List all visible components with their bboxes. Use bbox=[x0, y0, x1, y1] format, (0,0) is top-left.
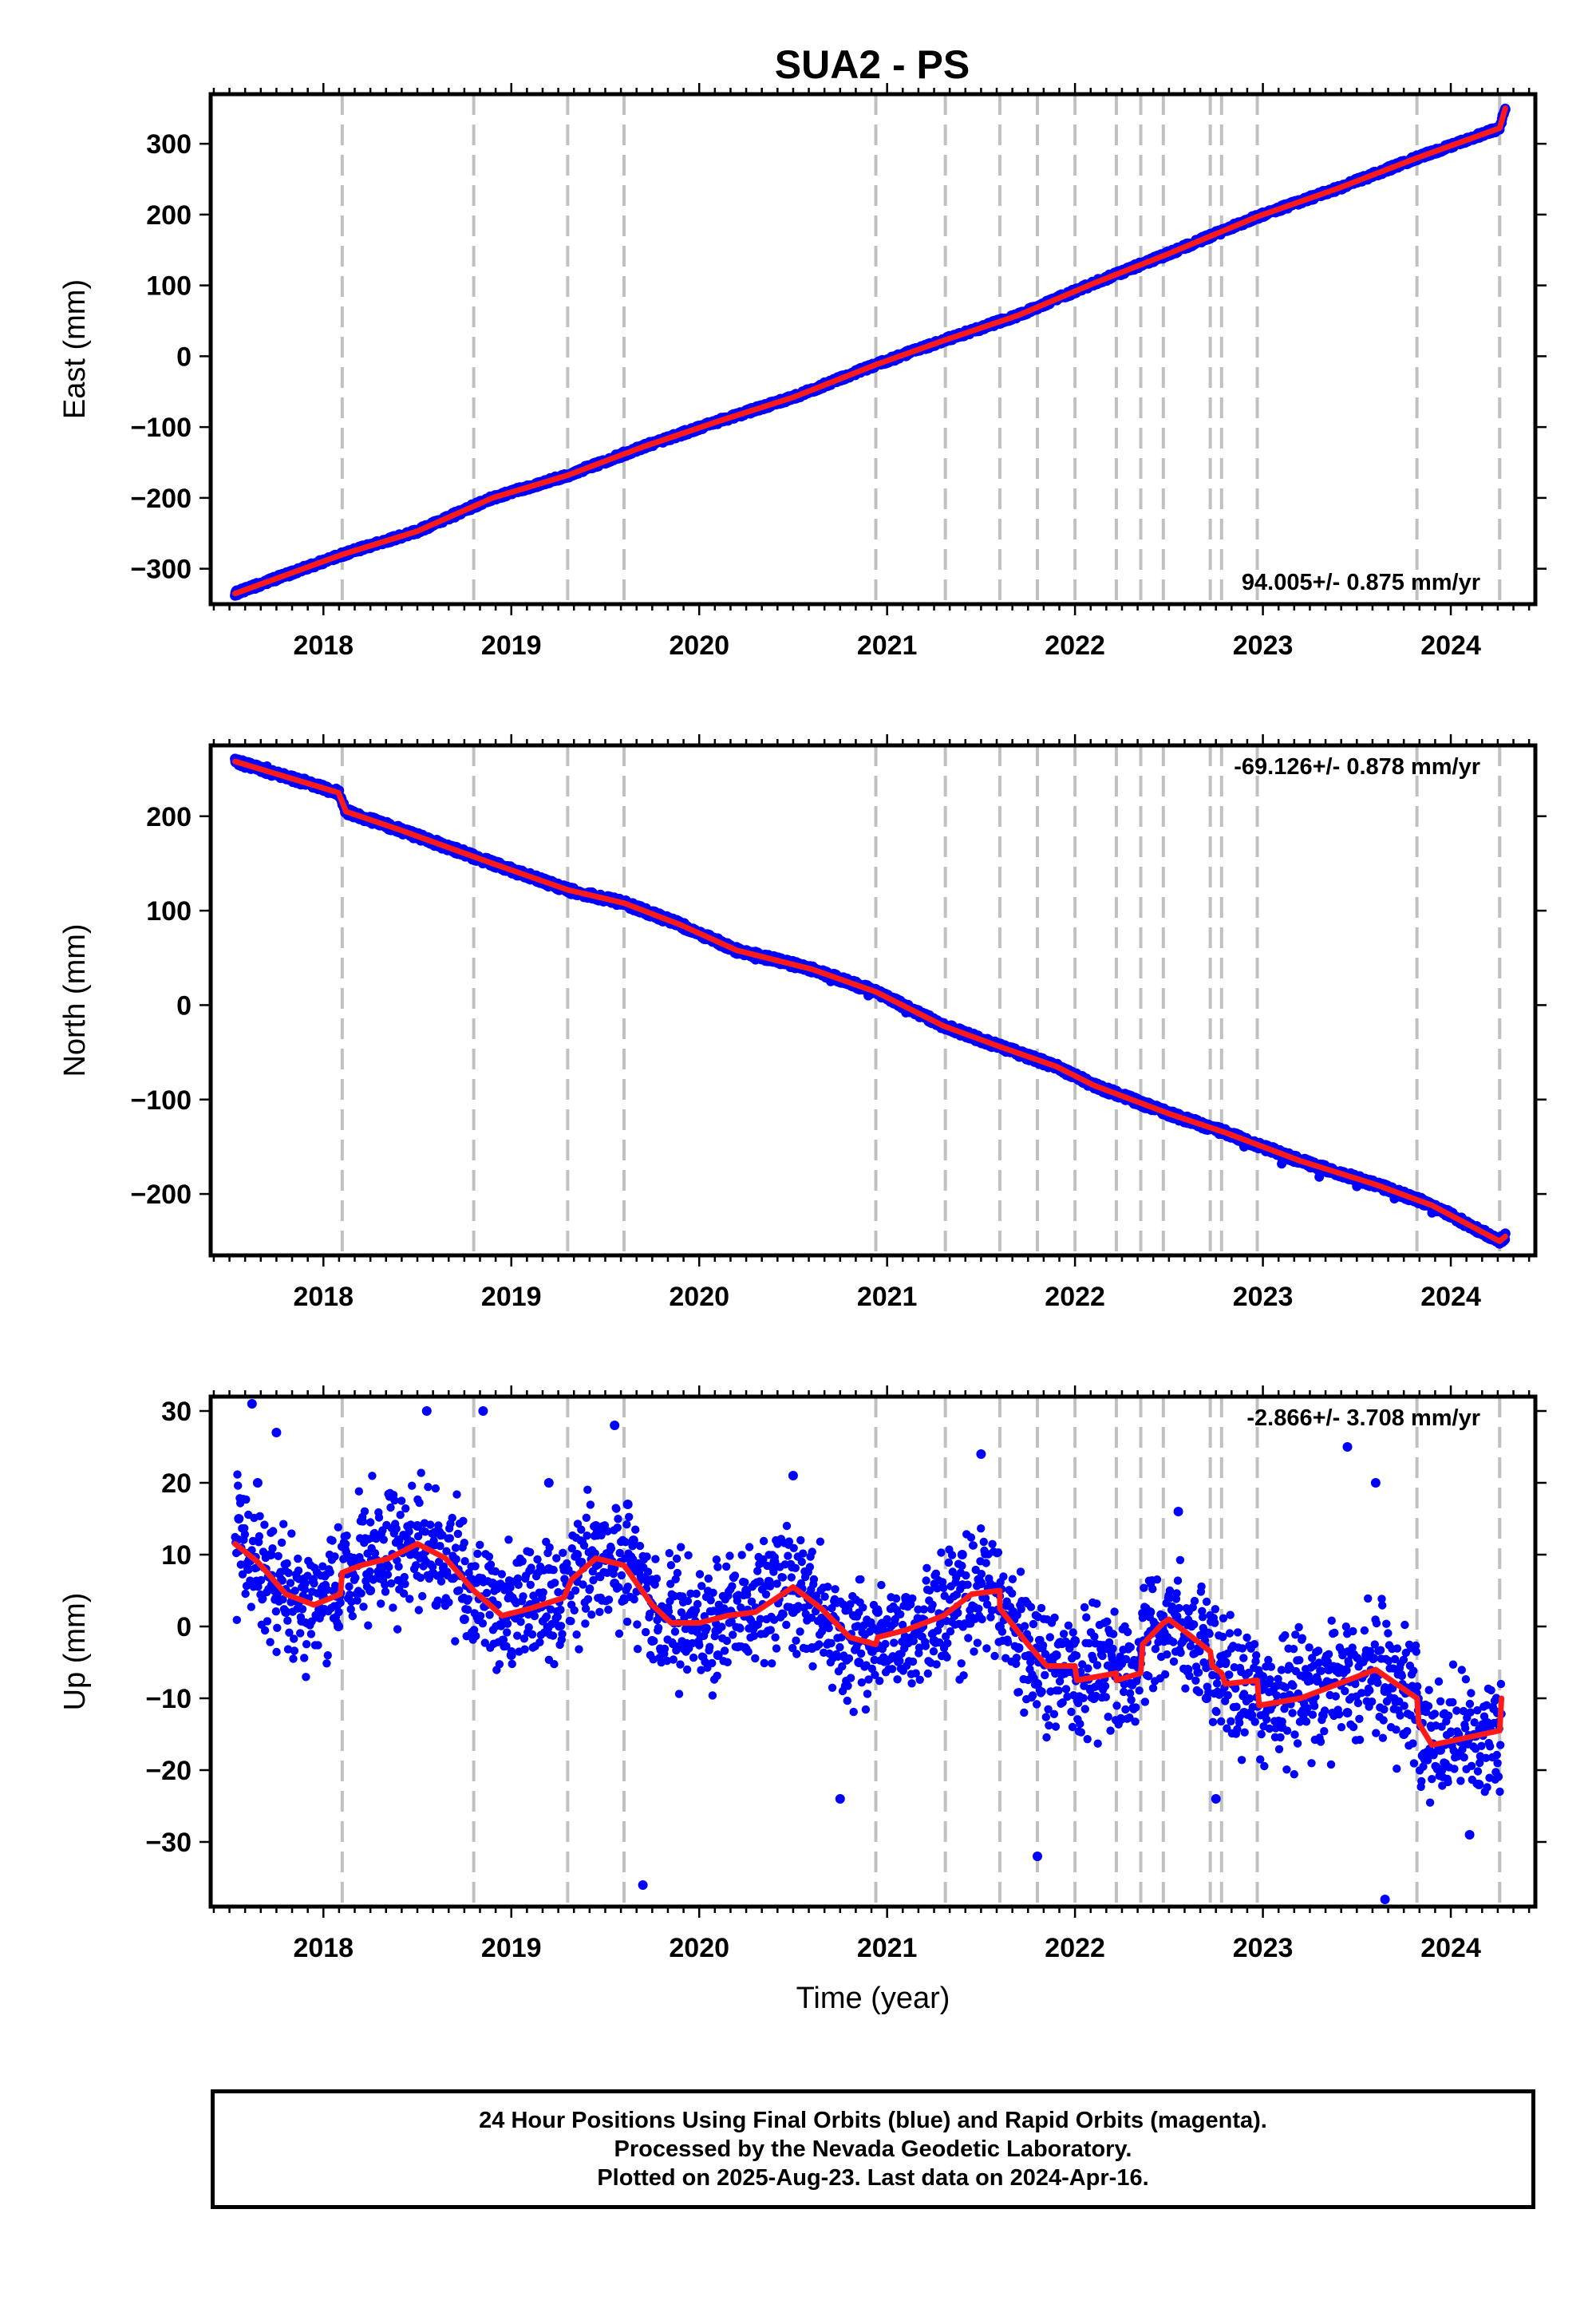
fit-line bbox=[232, 105, 1508, 597]
x-tick-label: 2020 bbox=[669, 630, 729, 661]
chart-figure: SUA2 - PS 2018 2019 2020 2021 2022 2023 2024 −3… bbox=[58, 42, 1547, 2015]
y-tick-label: −100 bbox=[130, 413, 192, 443]
chart-title: SUA2 - PS bbox=[775, 42, 970, 87]
panel-north: 2018 2019 2020 2021 2022 2023 2024−200−1000100… bbox=[58, 734, 1547, 1312]
x-tick-label: 2021 bbox=[857, 630, 918, 661]
x-tick-label: 2022 bbox=[1045, 630, 1105, 661]
axis-ticks: 2018 2019 2020 2021 2022 2023 2024 −300 −200 −100… bbox=[130, 83, 1547, 661]
panel-east: 2018 2019 2020 2021 2022 2023 2024 −300 −200 −100… bbox=[58, 83, 1547, 661]
x-tick-label: 2024 bbox=[1420, 630, 1481, 661]
x-tick-label: 2018 bbox=[293, 630, 354, 661]
rate-label: 94.005+/- 0.875 mm/yr bbox=[1242, 570, 1480, 595]
x-tick-label: 2023 bbox=[1233, 630, 1294, 661]
data-points bbox=[230, 753, 1511, 1249]
chart-panels: 2018 2019 2020 2021 2022 2023 2024 −300 −200 −100… bbox=[58, 83, 1547, 2015]
y-tick-label: 200 bbox=[146, 200, 192, 231]
x-tick-label: 2019 bbox=[481, 630, 542, 661]
y-tick-label: 100 bbox=[146, 271, 192, 302]
y-tick-label: 300 bbox=[146, 129, 192, 160]
y-tick-label: 0 bbox=[176, 342, 192, 372]
event-lines bbox=[340, 94, 1502, 604]
panel-frame bbox=[208, 92, 1538, 607]
y-axis-label: East (mm) bbox=[58, 279, 92, 419]
y-tick-label: −300 bbox=[130, 555, 192, 585]
y-tick-label: −200 bbox=[130, 484, 192, 514]
event-lines bbox=[340, 745, 1502, 1255]
